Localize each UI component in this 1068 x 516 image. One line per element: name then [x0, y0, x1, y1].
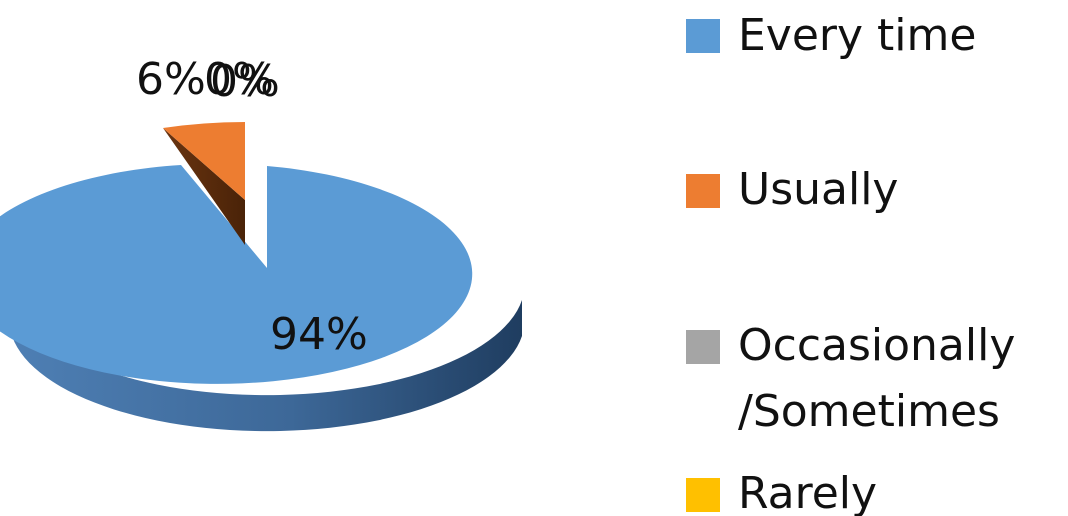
data-label-rarely: 0% — [210, 56, 280, 107]
legend-swatch-every-time — [686, 19, 720, 53]
legend-label-usually: Usually — [738, 164, 898, 215]
legend: Every time Usually Occasionally /Sometim… — [686, 10, 1015, 516]
slice-usually-top — [163, 122, 245, 200]
data-label-usually: 6% — [136, 54, 206, 105]
slice-every-time — [0, 165, 522, 432]
legend-label-every-time: Every time — [738, 10, 976, 61]
slice-usually-side — [163, 128, 245, 245]
data-label-every-time: 94% — [270, 309, 368, 360]
legend-item-every-time: Every time — [686, 10, 976, 61]
legend-label-rarely: Rarely — [738, 468, 877, 516]
slice-every-time-side — [9, 268, 522, 432]
legend-swatch-usually — [686, 174, 720, 208]
legend-swatch-occasionally — [686, 330, 720, 364]
legend-swatch-rarely — [686, 478, 720, 512]
legend-item-occasionally: Occasionally /Sometimes — [686, 320, 1015, 437]
legend-label-occasionally-line2: /Sometimes — [738, 386, 1000, 437]
legend-item-usually: Usually — [686, 164, 898, 215]
data-label-occasionally: 0% — [204, 54, 274, 105]
legend-item-rarely: Rarely — [686, 468, 877, 516]
slice-usually — [163, 122, 245, 245]
legend-label-occasionally-line1: Occasionally — [738, 320, 1015, 371]
slice-every-time-top — [0, 165, 473, 384]
